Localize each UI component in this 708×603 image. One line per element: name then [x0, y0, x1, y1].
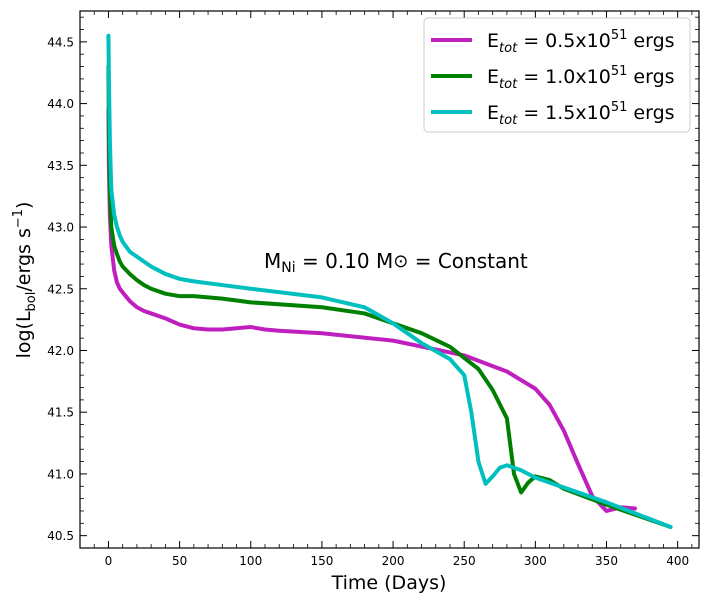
series-line-etot-0-5 [106, 107, 637, 513]
y-tick-labels: 40.5 41.0 41.5 42.0 42.5 43.0 43.5 44.0 44.5 [47, 35, 74, 543]
legend: Etot = 0.5x1051 ergs Etot = 1.0x1051 erg… [423, 17, 691, 133]
series-line-etot-1-5 [106, 33, 673, 530]
x-tick-label: 50 [172, 554, 187, 568]
y-axis-label: log(Lbol/ergs s−1) [11, 202, 39, 359]
y-tick-label: 41.5 [47, 406, 74, 420]
x-tick-labels: 0 50 100 150 200 250 300 350 400 [105, 554, 689, 568]
y-tick-label: 43.5 [47, 159, 74, 173]
y-tick-label: 41.0 [47, 467, 74, 481]
x-tick-label: 150 [310, 554, 333, 568]
x-tick-label: 100 [239, 554, 262, 568]
x-tick-label: 250 [453, 554, 476, 568]
y-tick-label: 43.0 [47, 221, 74, 235]
plot-area [106, 33, 673, 530]
x-tick-label: 0 [105, 554, 113, 568]
y-tick-label: 44.0 [47, 97, 74, 111]
x-tick-label: 400 [666, 554, 689, 568]
legend-label-etot-0-5: Etot = 0.5x1051 ergs [487, 28, 675, 56]
x-axis-label: Time (Days) [331, 572, 447, 594]
plot-frame [79, 10, 700, 549]
x-tick-label: 200 [382, 554, 405, 568]
axis-ticks [80, 11, 699, 549]
x-tick-label: 300 [524, 554, 547, 568]
legend-label-etot-1-5: Etot = 1.5x1051 ergs [487, 100, 675, 128]
y-tick-label: 42.0 [47, 344, 74, 358]
legend-frame [423, 17, 691, 133]
y-tick-label: 44.5 [47, 35, 74, 49]
y-tick-label: 42.5 [47, 282, 74, 296]
y-tick-label: 40.5 [47, 529, 74, 543]
series-line-etot-1-0 [106, 64, 673, 530]
x-tick-label: 350 [595, 554, 618, 568]
chart-annotation: MNi = 0.10 M⊙ = Constant [264, 249, 528, 276]
legend-label-etot-1-0: Etot = 1.0x1051 ergs [487, 64, 675, 92]
